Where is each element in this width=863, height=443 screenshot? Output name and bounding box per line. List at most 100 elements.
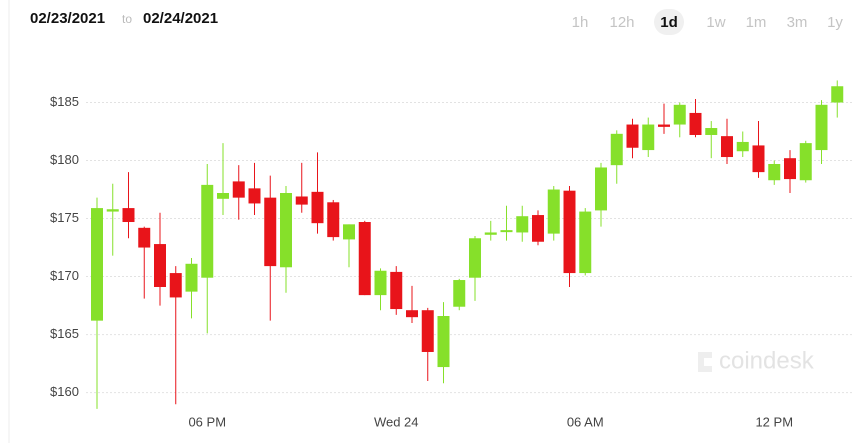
candle xyxy=(469,235,481,301)
watermark-text: coindesk xyxy=(719,347,815,374)
candle xyxy=(201,163,214,334)
candle-body xyxy=(610,133,623,166)
candle xyxy=(154,212,166,306)
candle-body xyxy=(217,193,229,199)
candle xyxy=(437,302,450,384)
candle-body xyxy=(264,197,277,267)
timeframe-button[interactable]: 1h xyxy=(572,14,589,31)
candle xyxy=(831,80,844,118)
candle xyxy=(721,118,733,164)
candle-body xyxy=(658,124,670,127)
candle xyxy=(673,102,686,138)
candle xyxy=(689,99,702,138)
candle-body xyxy=(831,86,844,103)
candle xyxy=(784,150,796,194)
candle xyxy=(264,175,277,321)
candle xyxy=(406,285,418,323)
candle xyxy=(705,121,718,159)
timeframe-button[interactable]: 1w xyxy=(706,14,725,31)
candle xyxy=(185,257,198,319)
candle xyxy=(768,160,781,185)
candle xyxy=(484,220,497,241)
candle-body xyxy=(642,124,655,151)
candle-body xyxy=(154,244,166,287)
candle-body xyxy=(138,227,151,248)
candle xyxy=(295,162,308,213)
candle xyxy=(516,205,529,242)
candle xyxy=(736,131,749,158)
candle-body xyxy=(374,270,387,296)
candle-body xyxy=(311,191,324,224)
candle-body xyxy=(390,271,403,310)
candle-body xyxy=(484,232,497,235)
timeframe-button[interactable]: 3m xyxy=(787,14,808,31)
y-tick-label: $175 xyxy=(50,210,79,225)
candle xyxy=(106,183,119,256)
timeframe-button[interactable]: 12h xyxy=(609,14,634,31)
candle xyxy=(579,208,592,276)
timeframe-button[interactable]: 1d xyxy=(660,14,678,31)
x-tick-label: 06 AM xyxy=(567,414,604,429)
date-separator: to xyxy=(122,12,132,26)
candle-body xyxy=(532,215,544,242)
candle xyxy=(752,121,765,178)
candle-body xyxy=(280,193,292,268)
watermark: coindesk xyxy=(698,347,815,374)
candle xyxy=(343,224,355,268)
candle xyxy=(327,199,340,241)
y-tick-label: $160 xyxy=(50,384,79,399)
y-tick-label: $170 xyxy=(50,268,79,283)
candle xyxy=(547,186,560,241)
candle xyxy=(815,100,828,164)
candle xyxy=(453,278,466,311)
candle-body xyxy=(169,273,182,298)
x-tick-label: 06 PM xyxy=(188,414,226,429)
candle xyxy=(358,220,371,296)
candle xyxy=(311,152,324,234)
date-to: 02/24/2021 xyxy=(143,10,218,27)
candle xyxy=(91,197,103,409)
candle-body xyxy=(768,163,781,181)
candle-body xyxy=(437,316,450,368)
candle xyxy=(658,103,670,134)
candle xyxy=(500,205,513,241)
candle-body xyxy=(469,238,481,278)
candle-body xyxy=(815,104,828,151)
x-tick-label: 12 PM xyxy=(755,414,793,429)
candle xyxy=(232,165,245,220)
candle-body xyxy=(201,184,214,278)
timeframe-button[interactable]: 1y xyxy=(827,14,843,31)
candle-body xyxy=(799,143,812,181)
candle-body xyxy=(736,141,749,152)
candle-body xyxy=(343,224,355,240)
candle xyxy=(610,130,623,184)
candle-body xyxy=(689,112,702,135)
candle xyxy=(595,162,607,227)
candle-body xyxy=(453,280,466,307)
candle xyxy=(248,162,261,216)
candle-body xyxy=(232,181,245,198)
candle-body xyxy=(500,230,513,233)
candle xyxy=(799,140,812,183)
candle xyxy=(280,186,292,293)
candle xyxy=(421,307,434,381)
candle-body xyxy=(327,202,340,238)
candle xyxy=(138,226,151,299)
y-tick-label: $185 xyxy=(50,94,79,109)
candle xyxy=(374,268,387,311)
timeframe-button[interactable]: 1m xyxy=(746,14,767,31)
candle-body xyxy=(563,190,576,274)
date-from: 02/23/2021 xyxy=(30,10,105,27)
candle-body xyxy=(248,188,261,204)
candle-body xyxy=(752,145,765,173)
candle-body xyxy=(705,128,718,135)
candle-body xyxy=(421,310,434,352)
candle xyxy=(532,210,544,246)
candle-body xyxy=(721,136,733,158)
candle-body xyxy=(579,211,592,274)
candle-body xyxy=(185,263,198,292)
candle-body xyxy=(358,222,371,296)
candle-body xyxy=(91,208,103,321)
candle xyxy=(626,118,639,159)
